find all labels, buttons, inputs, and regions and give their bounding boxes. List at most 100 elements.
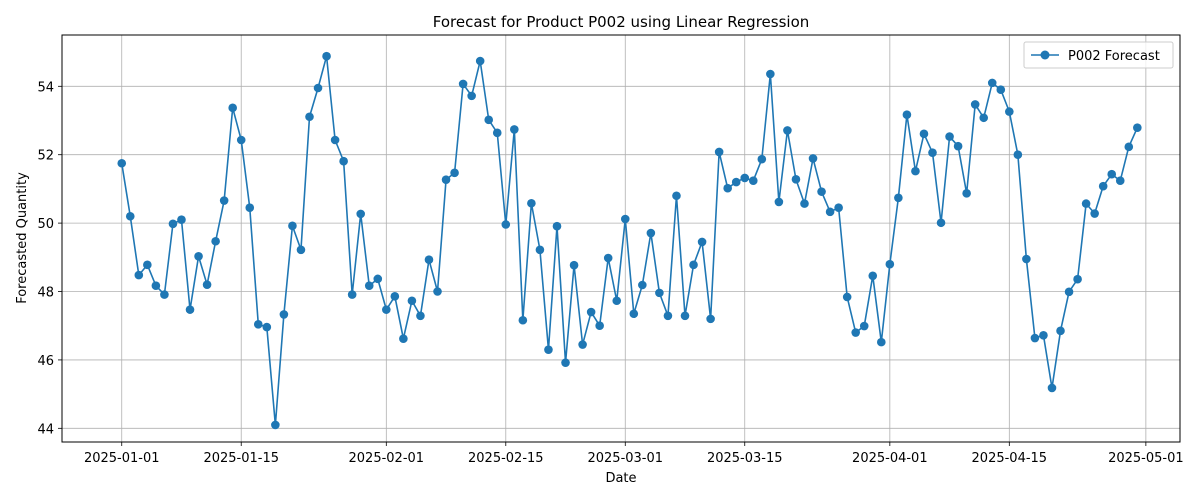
data-point bbox=[527, 198, 536, 208]
data-point bbox=[919, 129, 929, 139]
data-point bbox=[723, 183, 732, 193]
data-point bbox=[143, 260, 152, 270]
data-point bbox=[168, 219, 178, 229]
legend: P002 Forecast bbox=[1023, 41, 1174, 69]
data-point bbox=[902, 110, 912, 119]
data-point bbox=[305, 112, 314, 122]
y-tick-label: 46 bbox=[37, 354, 54, 369]
data-point bbox=[697, 237, 707, 247]
data-point bbox=[1013, 150, 1023, 160]
data-point bbox=[1081, 199, 1091, 208]
data-point bbox=[339, 156, 348, 166]
data-point bbox=[979, 113, 989, 123]
data-point bbox=[817, 187, 826, 196]
data-point bbox=[407, 296, 417, 306]
data-point bbox=[484, 115, 494, 125]
data-point bbox=[1133, 123, 1142, 132]
data-point bbox=[1073, 274, 1082, 284]
data-point bbox=[441, 175, 451, 184]
x-tick-label: 2025-04-15 bbox=[972, 451, 1048, 466]
data-point bbox=[928, 148, 937, 157]
data-point bbox=[603, 253, 613, 263]
x-tick-label: 2025-02-01 bbox=[349, 451, 425, 466]
data-point bbox=[800, 199, 809, 208]
y-tick-label: 50 bbox=[37, 217, 54, 232]
data-point bbox=[791, 175, 801, 184]
data-point bbox=[1047, 383, 1057, 393]
legend-box bbox=[1023, 41, 1174, 69]
data-point bbox=[544, 345, 553, 354]
data-point bbox=[945, 132, 954, 141]
data-point bbox=[953, 141, 963, 151]
data-point bbox=[450, 168, 459, 178]
data-point bbox=[620, 214, 630, 224]
data-point bbox=[561, 358, 570, 367]
data-point bbox=[467, 91, 476, 101]
data-point bbox=[868, 271, 878, 281]
x-tick-label: 2025-02-15 bbox=[468, 451, 544, 466]
legend-label: P002 Forecast bbox=[1068, 49, 1160, 64]
data-point bbox=[271, 420, 280, 430]
data-point bbox=[236, 135, 246, 145]
legend-marker bbox=[1040, 50, 1050, 60]
data-point bbox=[894, 193, 903, 203]
data-point bbox=[595, 321, 604, 331]
x-axis: 2025-01-01 2025-01-15 2025-02-01 2025-02-15… bbox=[84, 442, 1184, 466]
data-point bbox=[962, 189, 971, 198]
data-point bbox=[1039, 330, 1048, 340]
data-point bbox=[996, 85, 1006, 95]
data-point bbox=[125, 211, 135, 221]
data-point bbox=[740, 173, 750, 183]
data-point bbox=[279, 310, 289, 319]
y-tick-label: 52 bbox=[37, 149, 54, 164]
data-point bbox=[655, 288, 664, 298]
data-point bbox=[185, 305, 195, 314]
data-point bbox=[569, 260, 579, 270]
plot-frame bbox=[61, 34, 1181, 443]
data-point bbox=[748, 176, 758, 185]
data-point bbox=[987, 78, 997, 88]
data-point bbox=[160, 290, 169, 299]
data-point bbox=[766, 69, 775, 79]
data-point bbox=[535, 245, 545, 255]
data-point bbox=[842, 292, 852, 302]
data-point bbox=[1005, 107, 1014, 116]
data-point bbox=[202, 280, 212, 289]
data-point bbox=[382, 305, 391, 314]
y-tick-label: 54 bbox=[37, 80, 54, 95]
data-point bbox=[612, 296, 622, 306]
data-point bbox=[1098, 181, 1108, 191]
x-tick-label: 2025-03-15 bbox=[707, 451, 783, 466]
data-point bbox=[356, 209, 366, 219]
data-point bbox=[1030, 333, 1040, 343]
data-point bbox=[399, 334, 408, 344]
data-point bbox=[117, 158, 127, 168]
data-point bbox=[253, 320, 263, 329]
data-point bbox=[689, 260, 698, 270]
data-point bbox=[245, 203, 255, 213]
data-point bbox=[877, 337, 886, 347]
data-point bbox=[313, 83, 323, 93]
data-point bbox=[808, 154, 818, 163]
data-point bbox=[228, 103, 237, 113]
data-point bbox=[1090, 209, 1099, 218]
data-point bbox=[757, 154, 767, 164]
data-point bbox=[672, 191, 681, 201]
y-axis: 44 46 48 50 52 54 bbox=[37, 80, 62, 437]
data-point bbox=[706, 314, 715, 324]
data-point bbox=[322, 51, 331, 61]
data-point bbox=[501, 220, 511, 229]
data-point bbox=[834, 203, 843, 213]
x-tick-label: 2025-05-01 bbox=[1108, 451, 1184, 466]
data-point bbox=[552, 221, 562, 231]
data-point bbox=[1115, 176, 1125, 185]
data-point bbox=[211, 236, 220, 246]
data-point bbox=[1124, 142, 1134, 152]
data-point bbox=[1107, 169, 1117, 179]
data-point bbox=[859, 321, 869, 331]
grid bbox=[62, 35, 1180, 442]
data-point bbox=[638, 280, 647, 290]
data-point bbox=[416, 311, 425, 321]
data-point bbox=[1056, 326, 1065, 336]
